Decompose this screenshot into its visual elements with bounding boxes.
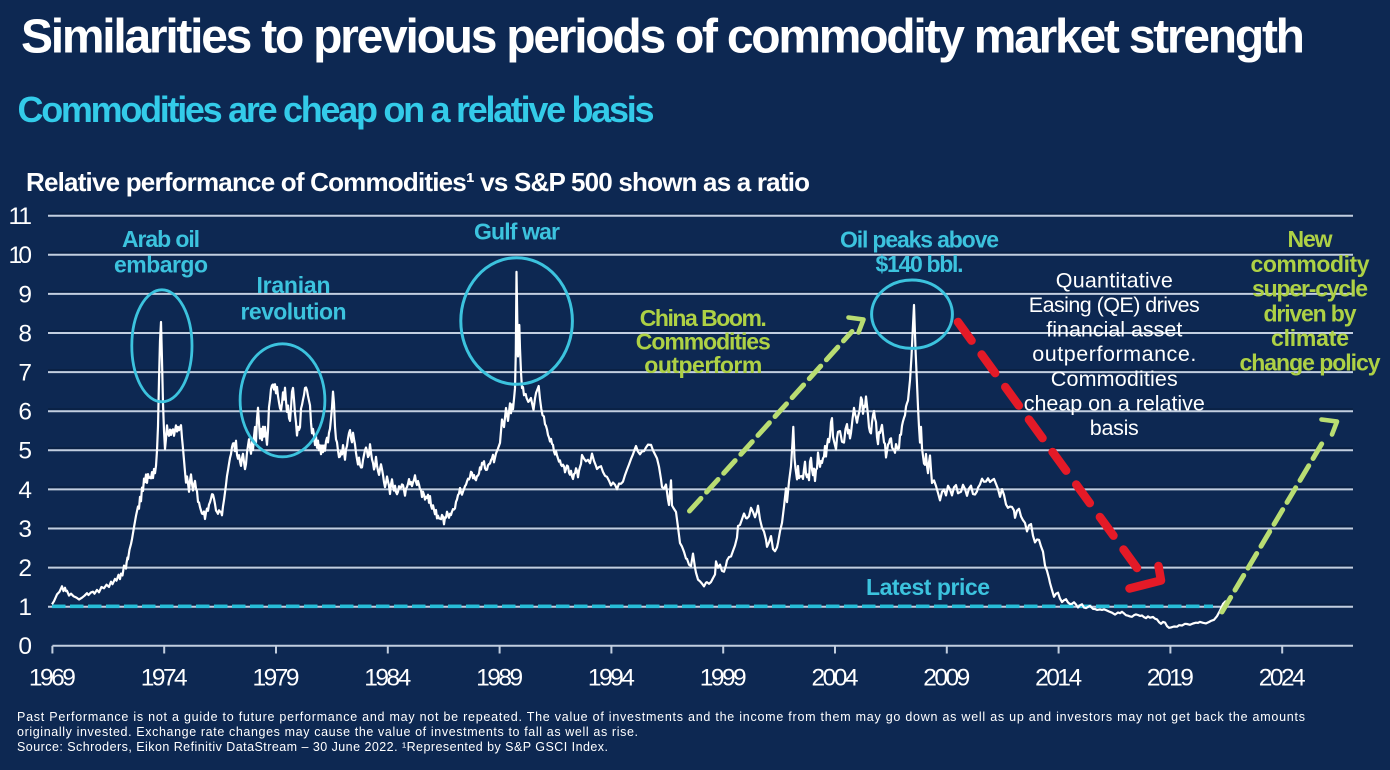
svg-text:3: 3 xyxy=(18,516,32,543)
svg-text:driven by: driven by xyxy=(1264,300,1357,326)
svg-text:Commodities: Commodities xyxy=(636,328,771,354)
svg-text:Similarities to previous perio: Similarities to previous periods of comm… xyxy=(21,11,1305,64)
svg-text:Relative performance of Commod: Relative performance of Commodities¹ vs … xyxy=(26,167,810,197)
svg-text:2009: 2009 xyxy=(923,665,970,692)
svg-text:China Boom.: China Boom. xyxy=(640,305,767,331)
svg-text:10: 10 xyxy=(9,242,33,269)
svg-text:1979: 1979 xyxy=(253,665,300,692)
svg-text:4: 4 xyxy=(18,477,32,504)
svg-text:2019: 2019 xyxy=(1147,665,1194,692)
svg-text:Quantitative: Quantitative xyxy=(1056,268,1173,292)
svg-text:$140 bbl.: $140 bbl. xyxy=(876,251,964,277)
svg-text:Past Performance is not a guid: Past Performance is not a guide to futur… xyxy=(17,710,1305,724)
svg-text:outperform: outperform xyxy=(644,352,762,378)
svg-text:1999: 1999 xyxy=(700,665,747,692)
svg-text:1969: 1969 xyxy=(29,665,76,692)
svg-text:2024: 2024 xyxy=(1259,665,1306,692)
svg-text:5: 5 xyxy=(18,438,32,465)
svg-text:Gulf war: Gulf war xyxy=(474,219,560,245)
svg-text:11: 11 xyxy=(9,203,33,230)
svg-text:climate: climate xyxy=(1271,325,1349,351)
svg-text:1989: 1989 xyxy=(476,665,523,692)
svg-text:revolution: revolution xyxy=(241,298,347,324)
svg-text:basis: basis xyxy=(1090,416,1139,440)
svg-text:0: 0 xyxy=(18,633,32,660)
svg-text:Oil peaks above: Oil peaks above xyxy=(840,227,999,253)
svg-text:Commodities are cheap on a rel: Commodities are cheap on a relative basi… xyxy=(18,89,655,130)
svg-text:outperformance.: outperformance. xyxy=(1032,342,1196,366)
svg-text:2014: 2014 xyxy=(1035,665,1082,692)
svg-text:commodity: commodity xyxy=(1251,251,1370,277)
svg-text:1994: 1994 xyxy=(588,665,635,692)
svg-text:Commodities: Commodities xyxy=(1051,367,1178,391)
svg-text:2: 2 xyxy=(18,555,32,582)
svg-text:1984: 1984 xyxy=(364,665,411,692)
svg-text:Iranian: Iranian xyxy=(257,272,331,298)
svg-text:9: 9 xyxy=(18,281,32,308)
svg-text:1974: 1974 xyxy=(141,665,188,692)
svg-text:8: 8 xyxy=(18,320,32,347)
svg-text:embargo: embargo xyxy=(114,251,208,277)
svg-text:Source: Schroders, Eikon Refin: Source: Schroders, Eikon Refinitiv DataS… xyxy=(17,740,608,754)
svg-text:change policy: change policy xyxy=(1240,350,1381,376)
svg-text:originally invested. Exchange: originally invested. Exchange rate chang… xyxy=(17,725,638,739)
svg-text:Latest price: Latest price xyxy=(866,574,990,600)
svg-text:7: 7 xyxy=(18,360,32,387)
svg-text:super-cycle: super-cycle xyxy=(1252,276,1368,302)
svg-text:Arab oil: Arab oil xyxy=(122,226,200,252)
svg-text:2004: 2004 xyxy=(812,665,859,692)
svg-text:1: 1 xyxy=(18,594,32,621)
svg-text:Easing (QE) drives: Easing (QE) drives xyxy=(1029,293,1200,317)
svg-text:cheap on a relative: cheap on a relative xyxy=(1024,391,1205,415)
svg-text:New: New xyxy=(1288,226,1333,252)
svg-text:financial asset: financial asset xyxy=(1046,318,1182,342)
svg-text:6: 6 xyxy=(18,399,32,426)
